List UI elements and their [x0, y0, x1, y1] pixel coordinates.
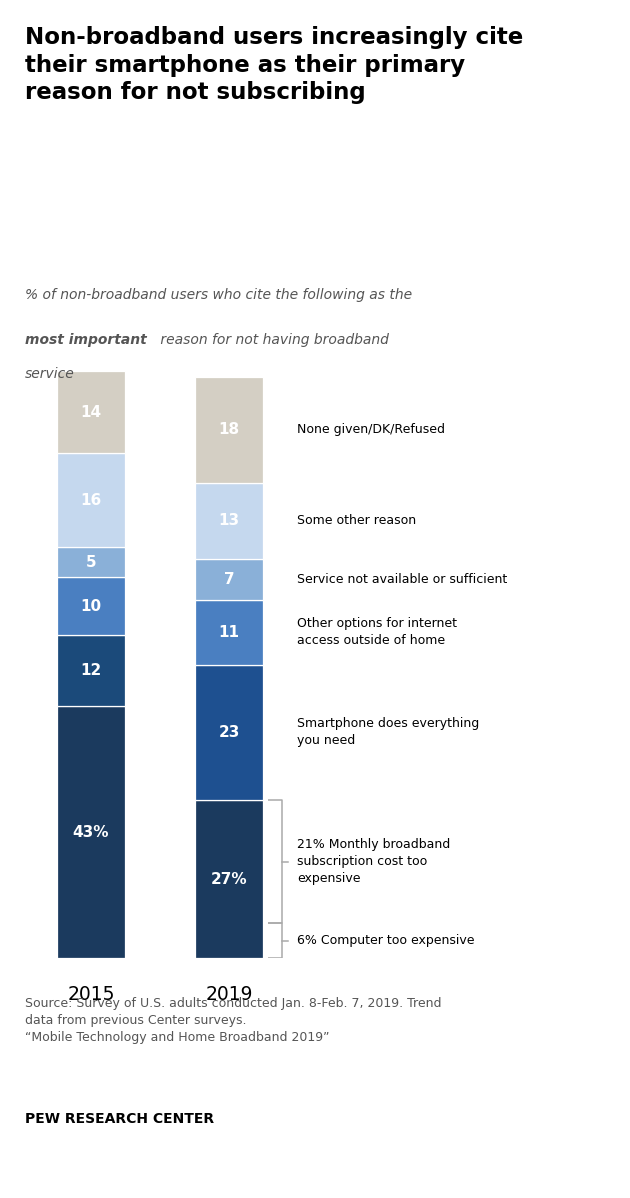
Text: 11: 11 [219, 625, 239, 640]
Text: 43%: 43% [72, 824, 109, 840]
Text: 2015: 2015 [67, 985, 115, 1004]
Text: 7: 7 [224, 573, 234, 587]
Text: Source: Survey of U.S. adults conducted Jan. 8-Feb. 7, 2019. Trend
data from pre: Source: Survey of U.S. adults conducted … [25, 997, 442, 1043]
Text: Other options for internet
access outside of home: Other options for internet access outsid… [297, 617, 457, 647]
Text: 10: 10 [81, 599, 101, 613]
Text: 12: 12 [80, 664, 101, 678]
Bar [195, 559, 263, 600]
Text: 27%: 27% [210, 872, 248, 887]
Text: None given/DK/Refused: None given/DK/Refused [297, 423, 445, 436]
Text: most important: most important [25, 333, 147, 347]
Bar [195, 600, 263, 665]
Text: 18: 18 [219, 423, 239, 437]
Text: % of non-broadband users who cite the following as the: % of non-broadband users who cite the fo… [25, 288, 412, 302]
Bar [57, 371, 125, 453]
Text: service: service [25, 367, 75, 381]
Bar [57, 576, 125, 635]
Text: 13: 13 [219, 514, 239, 528]
Text: Service not available or sufficient: Service not available or sufficient [297, 573, 508, 586]
Text: Smartphone does everything
you need: Smartphone does everything you need [297, 718, 479, 748]
Bar [195, 800, 263, 958]
Text: 14: 14 [81, 405, 101, 419]
Text: 21% Monthly broadband
subscription cost too
expensive: 21% Monthly broadband subscription cost … [297, 839, 450, 885]
Text: 5: 5 [86, 555, 96, 569]
Text: PEW RESEARCH CENTER: PEW RESEARCH CENTER [25, 1112, 214, 1126]
Text: Some other reason: Some other reason [297, 514, 416, 527]
Text: 2019: 2019 [205, 985, 253, 1004]
Text: 6% Computer too expensive: 6% Computer too expensive [297, 934, 475, 948]
Bar [195, 483, 263, 559]
Bar [195, 665, 263, 800]
Bar [57, 453, 125, 547]
Text: reason for not having broadband: reason for not having broadband [156, 333, 389, 347]
Bar [57, 547, 125, 576]
Bar [57, 635, 125, 706]
Text: 23: 23 [219, 725, 239, 740]
Bar [195, 377, 263, 483]
Text: Non-broadband users increasingly cite
their smartphone as their primary
reason f: Non-broadband users increasingly cite th… [25, 26, 524, 104]
Text: 16: 16 [80, 492, 101, 508]
Bar [57, 706, 125, 958]
